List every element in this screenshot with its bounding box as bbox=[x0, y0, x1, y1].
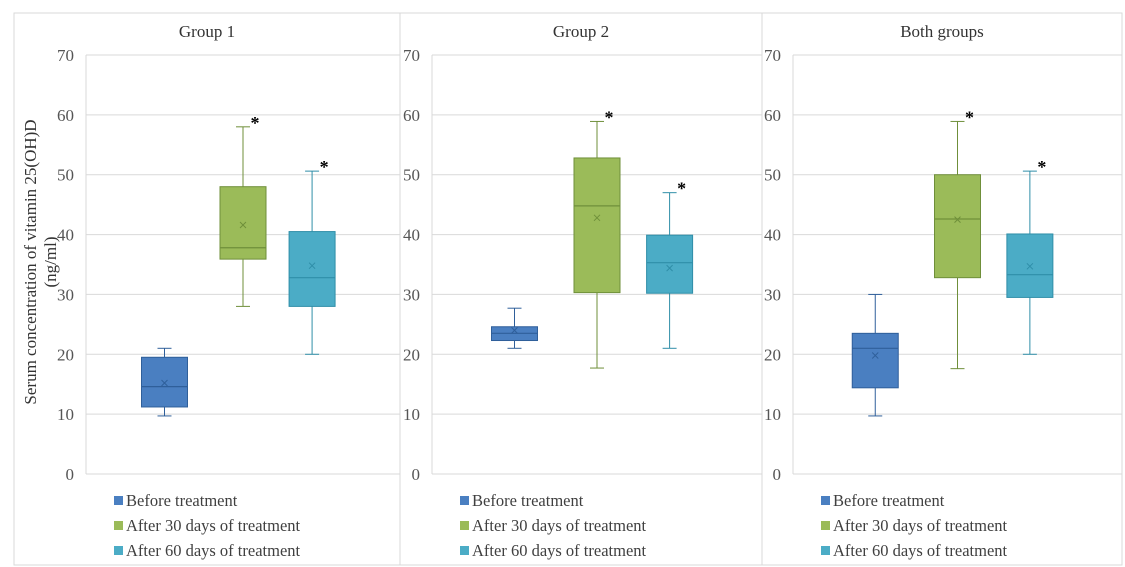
legend-item-2: After 30 days of treatment bbox=[460, 516, 647, 535]
chart-panel-1: Group 1 0 10 20 30 40 50 60 70 * * Before treatment… bbox=[13, 12, 401, 566]
y-tick-label: 60 bbox=[764, 106, 781, 125]
legend-swatch bbox=[460, 546, 469, 555]
legend-swatch bbox=[114, 546, 123, 555]
y-tick-label: 0 bbox=[412, 465, 421, 484]
legend-item-1: Before treatment bbox=[114, 491, 238, 510]
box-1 bbox=[851, 293, 899, 417]
y-tick-label: 70 bbox=[403, 46, 420, 65]
panel-title: Group 1 bbox=[179, 22, 235, 41]
legend-swatch bbox=[460, 521, 469, 530]
chart-panel-2: Group 2 0 10 20 30 40 50 60 70 * * Before treatment… bbox=[399, 12, 763, 566]
mean-marker bbox=[954, 216, 961, 223]
legend-swatch bbox=[821, 521, 830, 530]
box-3: * bbox=[646, 179, 694, 349]
box-3: * bbox=[288, 157, 336, 355]
y-tick-label: 50 bbox=[764, 166, 781, 185]
y-tick-label: 40 bbox=[403, 226, 420, 245]
box-iqr bbox=[851, 332, 899, 389]
significance-marker: * bbox=[1037, 157, 1046, 177]
box-3: * bbox=[1006, 157, 1054, 355]
y-tick-label: 30 bbox=[57, 285, 74, 304]
legend-swatch bbox=[821, 546, 830, 555]
legend-item-3: After 60 days of treatment bbox=[821, 541, 1008, 560]
box-iqr bbox=[288, 231, 336, 307]
legend-item-1: Before treatment bbox=[460, 491, 584, 510]
legend-swatch bbox=[821, 496, 830, 505]
y-axis-label-line: (ng/ml) bbox=[41, 237, 60, 288]
legend-label: Before treatment bbox=[472, 491, 584, 510]
panel-title: Both groups bbox=[900, 22, 984, 41]
mean-marker bbox=[593, 214, 601, 222]
y-tick-label: 20 bbox=[764, 345, 781, 364]
y-tick-label: 20 bbox=[403, 345, 420, 364]
mean-marker bbox=[511, 326, 518, 334]
y-tick-label: 60 bbox=[403, 106, 420, 125]
y-tick-label: 70 bbox=[764, 46, 781, 65]
legend-label: After 60 days of treatment bbox=[472, 541, 647, 560]
y-tick-label: 70 bbox=[57, 46, 74, 65]
mean-marker bbox=[308, 262, 316, 270]
y-axis-label: Serum concentration of vitamin 25(OH)D(n… bbox=[21, 119, 60, 404]
legend-label: After 30 days of treatment bbox=[472, 516, 647, 535]
mean-marker bbox=[1026, 262, 1034, 270]
box-iqr bbox=[646, 234, 694, 294]
mean-marker bbox=[666, 264, 673, 272]
y-tick-label: 50 bbox=[57, 166, 74, 185]
legend-swatch bbox=[114, 496, 123, 505]
y-tick-label: 10 bbox=[764, 405, 781, 424]
y-tick-label: 60 bbox=[57, 106, 74, 125]
legend-item-2: After 30 days of treatment bbox=[114, 516, 301, 535]
box-2: * bbox=[573, 107, 621, 369]
y-tick-label: 10 bbox=[57, 405, 74, 424]
significance-marker: * bbox=[320, 157, 329, 177]
y-tick-label: 0 bbox=[66, 465, 75, 484]
panel-border bbox=[761, 12, 1123, 566]
y-axis-label-line: Serum concentration of vitamin 25(OH)D bbox=[21, 119, 40, 404]
box-iqr bbox=[934, 174, 981, 279]
mean-marker bbox=[871, 352, 879, 359]
box-2: * bbox=[934, 107, 981, 370]
box-1 bbox=[491, 307, 538, 349]
box-iqr bbox=[141, 356, 188, 408]
legend-label: After 60 days of treatment bbox=[833, 541, 1008, 560]
mean-marker bbox=[161, 379, 168, 387]
legend-item-1: Before treatment bbox=[821, 491, 945, 510]
legend-label: After 30 days of treatment bbox=[126, 516, 301, 535]
significance-marker: * bbox=[965, 107, 974, 127]
panel-title: Group 2 bbox=[553, 22, 609, 41]
legend-label: Before treatment bbox=[833, 491, 945, 510]
y-tick-label: 10 bbox=[403, 405, 420, 424]
significance-marker: * bbox=[677, 179, 686, 199]
legend-item-3: After 60 days of treatment bbox=[460, 541, 647, 560]
mean-marker bbox=[239, 221, 247, 229]
legend-item-3: After 60 days of treatment bbox=[114, 541, 301, 560]
legend-swatch bbox=[114, 521, 123, 530]
y-tick-label: 30 bbox=[764, 285, 781, 304]
y-tick-label: 40 bbox=[764, 226, 781, 245]
y-tick-label: 50 bbox=[403, 166, 420, 185]
legend-label: After 30 days of treatment bbox=[833, 516, 1008, 535]
legend-item-2: After 30 days of treatment bbox=[821, 516, 1008, 535]
box-1 bbox=[141, 347, 188, 417]
box-iqr bbox=[219, 186, 267, 260]
y-tick-label: 30 bbox=[403, 285, 420, 304]
significance-marker: * bbox=[251, 113, 260, 133]
box-2: * bbox=[219, 113, 267, 307]
legend-label: After 60 days of treatment bbox=[126, 541, 301, 560]
legend-label: Before treatment bbox=[126, 491, 238, 510]
y-tick-label: 0 bbox=[773, 465, 782, 484]
chart-panel-3: Both groups 0 10 20 30 40 50 60 70 * * Before treat… bbox=[761, 12, 1123, 566]
y-tick-label: 20 bbox=[57, 345, 74, 364]
box-iqr bbox=[573, 157, 621, 294]
significance-marker: * bbox=[605, 107, 614, 127]
y-tick-label: 40 bbox=[57, 226, 74, 245]
legend-swatch bbox=[460, 496, 469, 505]
